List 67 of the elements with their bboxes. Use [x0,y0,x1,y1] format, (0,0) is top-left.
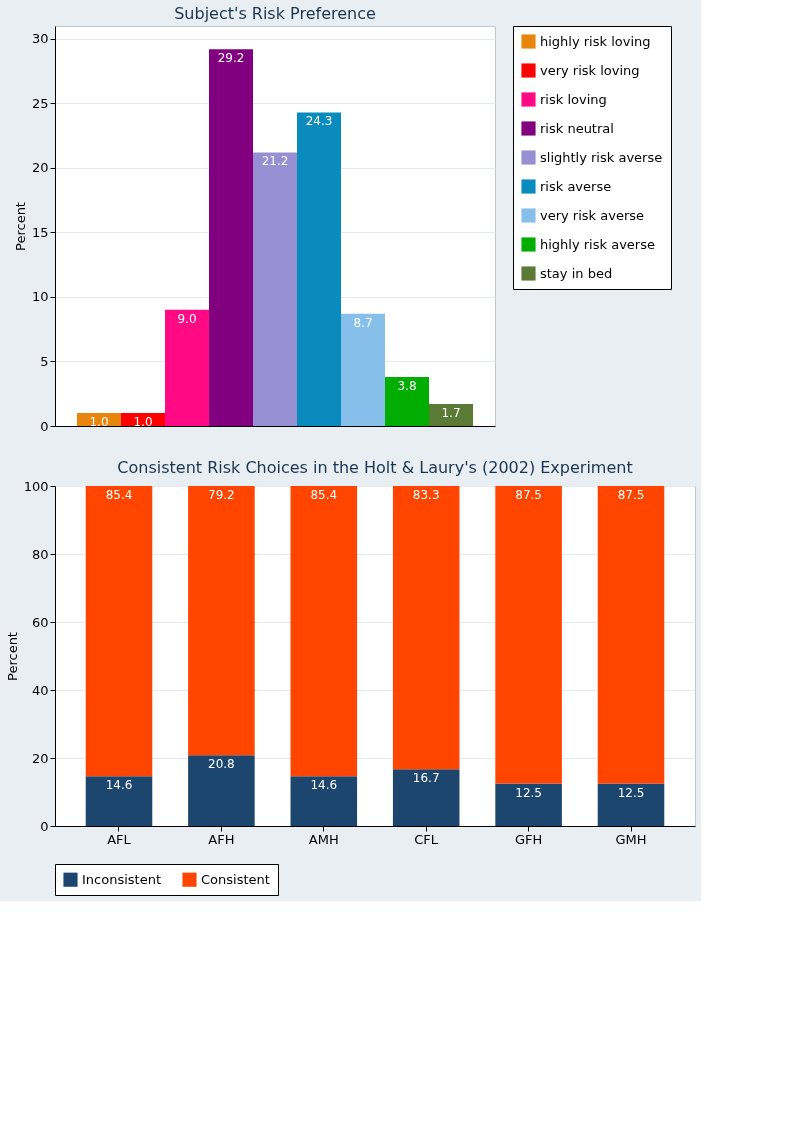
bar [495,486,562,784]
data-label: 14.6 [310,778,338,793]
x-tick-label: GFH [514,831,543,847]
data-label: 29.2 [217,51,245,66]
data-label: 1.0 [133,415,153,430]
data-label: 24.3 [305,114,333,129]
y-axis-title: Percent [4,632,20,681]
data-label: 87.5 [515,488,542,502]
y-tick-label: 15 [31,224,49,240]
bar [85,486,153,777]
x-tick-label: AFH [208,831,235,847]
y-tick-label: 20 [31,160,49,176]
legend-label: risk averse [540,178,612,194]
y-tick-label: 20 [31,750,49,766]
data-label: 87.5 [617,488,645,502]
legend-label: stay in bed [540,265,613,281]
bar [188,755,255,826]
y-axis-title: Percent [12,202,28,251]
chart-title: Consistent Risk Choices in the Holt & Laury's (2002) Experiment [117,458,633,477]
y-tick-label: 30 [31,31,49,47]
data-label: 8.7 [353,315,373,330]
data-label: 1.7 [441,406,461,421]
y-tick-label: 25 [31,95,49,111]
legend-label: risk neutral [540,120,614,136]
data-label: 9.0 [177,311,197,326]
legend-label: highly risk averse [540,236,655,252]
bar [392,769,460,826]
bar [290,486,358,777]
x-tick-label: AMH [308,831,339,847]
legend-label: risk loving [540,91,607,107]
bar [188,486,255,756]
y-tick-label: 100 [23,478,49,494]
data-label: 14.6 [105,778,133,793]
y-tick-label: 40 [31,682,49,698]
x-tick-label: AFL [107,831,132,847]
data-label: 20.8 [208,757,235,772]
data-label: 79.2 [208,488,235,502]
y-tick-label: 5 [40,353,49,369]
legend-label: very risk loving [540,62,640,78]
legend-label: Inconsistent [82,871,162,887]
bar [392,486,460,770]
data-label: 3.8 [397,378,417,393]
y-tick-label: 10 [31,289,49,305]
data-label: 1.0 [89,415,109,430]
bar [290,776,358,826]
bar [597,783,665,826]
y-tick-label: 0 [40,818,49,834]
x-tick-label: GMH [615,831,647,847]
data-label: 85.4 [310,488,338,502]
legend-label: slightly risk averse [540,149,663,165]
data-label: 21.2 [261,154,289,169]
data-label: 12.5 [515,785,542,800]
legend-label: Consistent [201,871,270,887]
legend-label: very risk averse [540,207,645,223]
y-tick-label: 80 [31,546,49,562]
chart-title: Subject's Risk Preference [174,3,376,23]
bar [495,783,562,826]
data-label: 83.3 [412,488,440,502]
y-tick-label: 0 [40,418,49,434]
legend-label: highly risk loving [540,33,651,49]
bar [597,486,665,784]
bar [85,776,153,826]
x-tick-label: CFL [414,831,439,847]
y-tick-label: 60 [31,614,49,630]
data-label: 16.7 [412,771,440,786]
data-label: 85.4 [105,488,133,502]
data-label: 12.5 [617,785,645,800]
